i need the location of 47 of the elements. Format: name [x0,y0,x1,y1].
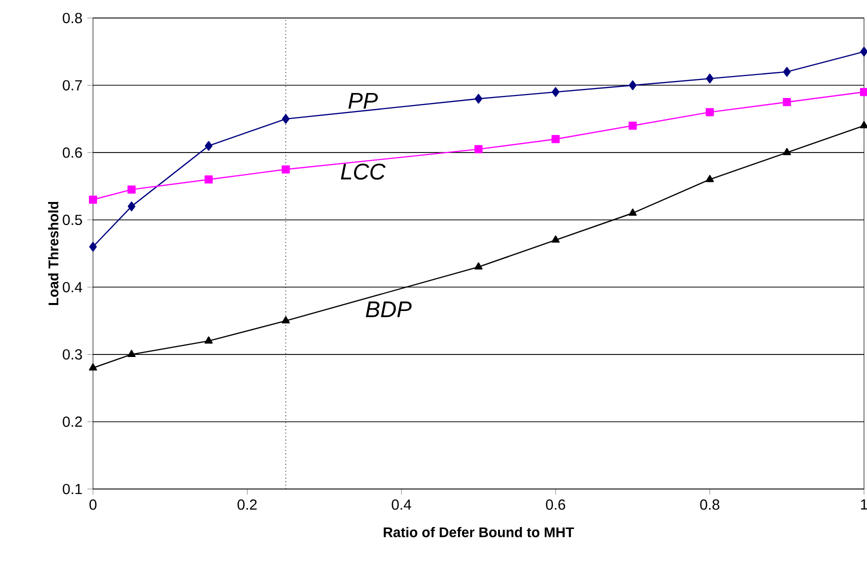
point [474,145,483,154]
point [204,336,213,344]
x-tick-label: 0.6 [546,499,566,510]
y-tick-label: 0.5 [62,214,82,226]
y-tick-label: 0.2 [62,416,82,427]
x-tick-label: 1 [861,499,867,510]
x-axis-title: Ratio of Defer Bound to MHT [384,526,574,538]
series-label: BDP [366,302,412,318]
point [282,316,290,324]
point [127,186,136,194]
point [552,235,560,243]
y-tick-label: 0.1 [62,484,82,494]
point [706,108,714,116]
point [128,202,136,212]
x-tick-label: 0.4 [392,499,412,510]
y-tick-label: 0.7 [62,80,82,90]
x-tick-label: 0.2 [238,499,257,510]
point [282,165,290,174]
point [628,208,637,216]
point [474,262,483,270]
point [474,94,482,104]
point [628,122,637,130]
point [706,174,714,182]
point [860,121,867,128]
x-tick-label: 0.8 [700,499,720,510]
point [628,80,637,90]
point [88,196,98,204]
point [552,87,560,97]
y-tick-label: 0.8 [62,12,82,24]
y-tick-label: 0.4 [62,282,82,292]
point [282,114,290,124]
y-tick-label: 0.3 [62,349,82,360]
series-label: LCC [340,164,386,180]
point [88,363,98,370]
point [89,242,97,252]
x-tick-label: 0 [89,499,96,510]
point [783,66,791,77]
y-tick-label: 0.6 [62,147,82,158]
point [204,140,212,151]
point [127,350,136,358]
series-label: PP [348,92,378,109]
y-axis-title: Load Threshold [48,202,58,306]
point [782,148,791,156]
point [204,175,213,184]
point [782,98,791,106]
point [706,74,714,84]
point [552,135,560,144]
